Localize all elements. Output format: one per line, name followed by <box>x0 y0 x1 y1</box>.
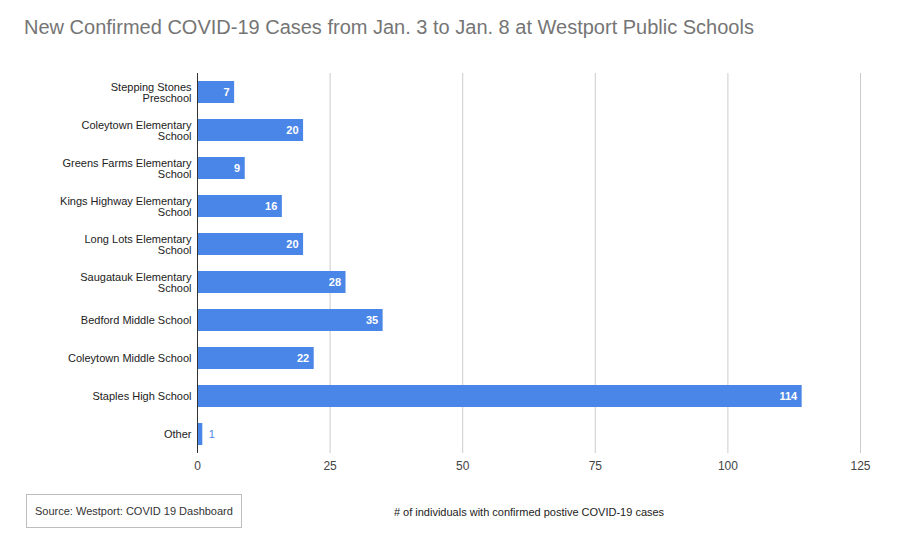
svg-text:28: 28 <box>329 276 341 288</box>
svg-text:25: 25 <box>323 459 337 473</box>
svg-text:22: 22 <box>297 352 309 364</box>
html-text:Source: Westport: COVID 19 Das: Source: Westport: COVID 19 Dashboard <box>35 505 233 517</box>
svg-text:Staples High School: Staples High School <box>92 390 191 402</box>
svg-text:7: 7 <box>224 86 230 98</box>
svg-text:Coleytown Middle School: Coleytown Middle School <box>68 352 192 364</box>
svg-text:Coleytown ElementarySchool: Coleytown ElementarySchool <box>81 119 192 142</box>
svg-text:Long Lots ElementarySchool: Long Lots ElementarySchool <box>84 233 192 256</box>
svg-text:75: 75 <box>589 459 603 473</box>
svg-text:Other: Other <box>164 428 192 440</box>
svg-text:Greens Farms ElementarySchool: Greens Farms ElementarySchool <box>63 157 192 180</box>
html-text:New Confirmed COVID-19 Cases f: New Confirmed COVID-19 Cases from Jan. 3… <box>24 16 754 38</box>
svg-text:Stepping StonesPreschool: Stepping StonesPreschool <box>111 81 192 104</box>
svg-text:16: 16 <box>265 200 277 212</box>
svg-text:Kings Highway ElementarySchool: Kings Highway ElementarySchool <box>60 195 192 218</box>
svg-text:35: 35 <box>366 314 378 326</box>
svg-text:0: 0 <box>194 459 201 473</box>
svg-text:# of individuals with confirme: # of individuals with confirmed postive … <box>394 506 665 518</box>
svg-text:50: 50 <box>456 459 470 473</box>
svg-text:1: 1 <box>209 428 215 440</box>
svg-text:20: 20 <box>286 238 298 250</box>
svg-text:Bedford Middle School: Bedford Middle School <box>81 314 192 326</box>
svg-text:Saugatauk ElementarySchool: Saugatauk ElementarySchool <box>80 271 192 294</box>
svg-text:125: 125 <box>850 459 870 473</box>
svg-text:20: 20 <box>286 124 298 136</box>
svg-text:100: 100 <box>718 459 738 473</box>
svg-text:9: 9 <box>234 162 240 174</box>
svg-text:114: 114 <box>779 390 798 402</box>
